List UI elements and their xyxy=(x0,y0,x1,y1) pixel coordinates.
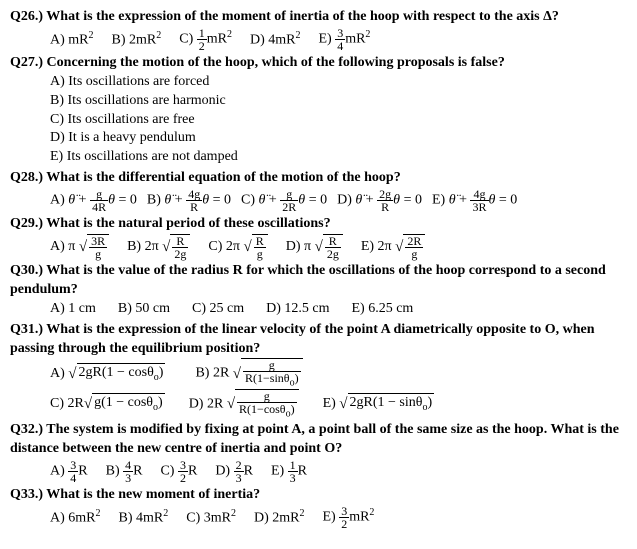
q32-D: D) 23R xyxy=(215,459,253,484)
q32-options: A) 34R B) 43R C) 32R D) 23R E) 13R xyxy=(50,459,627,484)
q31-A: A) 2gR(1 − cosθo) xyxy=(50,363,165,384)
q32-B: B) 43R xyxy=(106,459,143,484)
q33-prompt: Q33.) What is the new moment of inertia? xyxy=(10,486,627,505)
q26-E: E) 34mR2 xyxy=(318,27,370,52)
q27-B: B) Its oscillations are harmonic xyxy=(50,92,627,111)
q27-C: C) Its oscillations are free xyxy=(50,111,627,130)
q32-A: A) 34R xyxy=(50,459,88,484)
q33-D: D) 2mR2 xyxy=(254,507,305,529)
q28-options: A) θ̈ + g4Rθ = 0 B) θ̈ + 4gRθ = 0 C) θ̈ … xyxy=(50,188,627,213)
q33-B: B) 4mR2 xyxy=(119,507,169,529)
q26-prompt: Q26.) What is the expression of the mome… xyxy=(10,8,627,27)
q28-D: D) θ̈ + 2gRθ = 0 xyxy=(337,188,422,213)
q26-A: A) mR2 xyxy=(50,29,94,51)
q29-prompt: Q29.) What is the natural period of thes… xyxy=(10,215,627,234)
q32-prompt: Q32.) The system is modified by fixing a… xyxy=(10,421,627,459)
q31-options-1: A) 2gR(1 − cosθo) B) 2R gR(1−sinθo) xyxy=(50,358,627,388)
q30-E: E) 6.25 cm xyxy=(352,300,414,319)
q29-C: C) 2π Rg xyxy=(208,234,267,260)
q27-E: E) Its oscillations are not damped xyxy=(50,148,627,167)
q30-B: B) 50 cm xyxy=(118,300,170,319)
q26-options: A) mR2 B) 2mR2 C) 12mR2 D) 4mR2 E) 34mR2 xyxy=(50,27,627,52)
q29-D: D) π R2g xyxy=(286,234,343,260)
q27-prompt: Q27.) Concerning the motion of the hoop,… xyxy=(10,54,627,73)
q28-C: C) θ̈ + g2Rθ = 0 xyxy=(241,188,327,213)
q30-D: D) 12.5 cm xyxy=(266,300,329,319)
q31-C: C) 2Rg(1 − cosθo) xyxy=(50,393,165,414)
q32-E: E) 13R xyxy=(271,459,307,484)
q30-C: C) 25 cm xyxy=(192,300,244,319)
q33-options: A) 6mR2 B) 4mR2 C) 3mR2 D) 2mR2 E) 32mR2 xyxy=(50,505,627,530)
q27-D: D) It is a heavy pendulum xyxy=(50,129,627,148)
q30-A: A) 1 cm xyxy=(50,300,96,319)
q30-options: A) 1 cm B) 50 cm C) 25 cm D) 12.5 cm E) … xyxy=(50,300,627,319)
q28-B: B) θ̈ + 4gRθ = 0 xyxy=(147,188,231,213)
q33-E: E) 32mR2 xyxy=(322,505,374,530)
q29-E: E) 2π 2Rg xyxy=(361,234,426,260)
q28-prompt: Q28.) What is the differential equation … xyxy=(10,169,627,188)
q27-A: A) Its oscillations are forced xyxy=(50,73,627,92)
q31-prompt: Q31.) What is the expression of the line… xyxy=(10,321,627,359)
q33-A: A) 6mR2 xyxy=(50,507,101,529)
q33-C: C) 3mR2 xyxy=(186,507,236,529)
q31-options-2: C) 2Rg(1 − cosθo) D) 2R gR(1−cosθo) E) 2… xyxy=(50,389,627,419)
q29-options: A) π 3Rg B) 2π R2g C) 2π Rg D) π R2g E) … xyxy=(50,234,627,260)
q29-A: A) π 3Rg xyxy=(50,234,109,260)
q31-E: E) 2gR(1 − sinθo) xyxy=(323,393,435,414)
q28-E: E) θ̈ + 4g3Rθ = 0 xyxy=(432,188,517,213)
q31-D: D) 2R gR(1−cosθo) xyxy=(189,389,299,419)
q28-A: A) θ̈ + g4Rθ = 0 xyxy=(50,188,137,213)
q26-B: B) 2mR2 xyxy=(112,29,162,51)
q26-D: D) 4mR2 xyxy=(250,29,301,51)
q26-C: C) 12mR2 xyxy=(179,27,232,52)
q32-C: C) 32R xyxy=(160,459,197,484)
q30-prompt: Q30.) What is the value of the radius R … xyxy=(10,262,627,300)
q31-B: B) 2R gR(1−sinθo) xyxy=(195,358,302,388)
q29-B: B) 2π R2g xyxy=(127,234,190,260)
